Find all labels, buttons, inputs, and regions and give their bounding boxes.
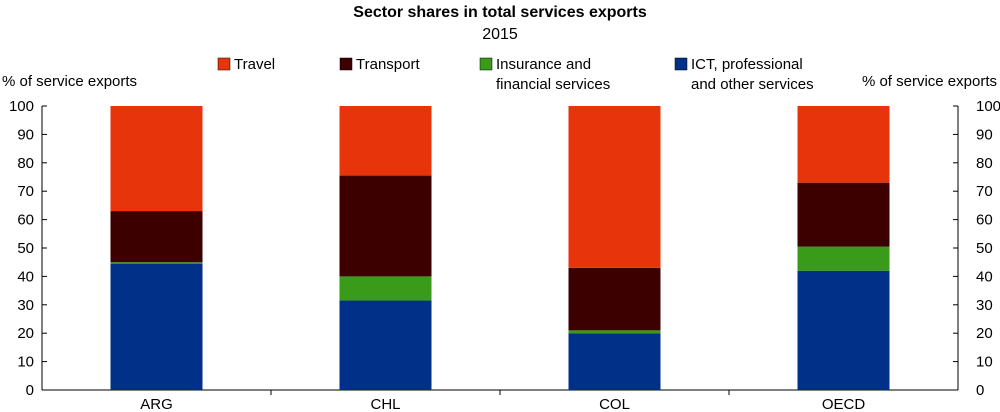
chart-subtitle: 2015 <box>482 26 518 43</box>
bar-segment <box>110 262 203 264</box>
legend-label-line: Insurance and <box>496 56 591 73</box>
y-tick-label-right: 50 <box>976 240 993 257</box>
legend-swatch <box>479 57 493 71</box>
y-tick-label-left: 70 <box>17 183 34 200</box>
plot-area: 0 0 10 10 20 20 30 30 40 40 50 50 60 60 70 70 80 80 90 90 10… <box>9 98 1000 412</box>
y-tick-label-right: 0 <box>976 382 984 399</box>
legend-item: Transport <box>339 56 420 73</box>
y-tick-label-right: 90 <box>976 126 993 143</box>
y-tick-label-left: 30 <box>17 297 34 314</box>
x-tick-label: COL <box>599 396 630 412</box>
bar-segment <box>797 106 890 183</box>
y-tick-label-right: 30 <box>976 297 993 314</box>
bar-segment <box>568 333 661 390</box>
legend-label-line: Travel <box>234 56 275 73</box>
y-tick-label-right: 80 <box>976 155 993 172</box>
legend-label: ICT, professional and other services <box>691 56 814 93</box>
y-tick-label-left: 100 <box>9 98 34 115</box>
y-tick-label-right: 10 <box>976 354 993 371</box>
y-tick-label-right: 20 <box>976 325 993 342</box>
bar-segment <box>797 182 890 247</box>
x-tick-label: ARG <box>140 396 173 412</box>
chart-title: Sector shares in total services exports <box>353 4 647 21</box>
y-tick-label-left: 20 <box>17 325 34 342</box>
legend-swatch <box>217 57 231 71</box>
legend-label: Travel <box>234 56 275 73</box>
y-tick-label-left: 60 <box>17 212 34 229</box>
x-tick-label: OECD <box>822 396 866 412</box>
y-axis-label-left: % of service exports <box>2 73 137 90</box>
bar-segment <box>797 246 890 271</box>
legend-label-line: Transport <box>356 56 420 73</box>
bar-segment <box>339 276 432 301</box>
y-tick-label-left: 10 <box>17 354 34 371</box>
y-tick-label-left: 80 <box>17 155 34 172</box>
x-tick-label: CHL <box>370 396 400 412</box>
bar-segment <box>568 106 661 268</box>
y-tick-label-left: 40 <box>17 268 34 285</box>
bar-segment <box>339 106 432 176</box>
legend-label: Insurance and financial services <box>496 56 610 93</box>
legend-label-line: financial services <box>496 76 610 93</box>
bar-segment <box>797 270 890 390</box>
y-tick-label-left: 0 <box>26 382 34 399</box>
legend-swatch <box>674 57 688 71</box>
y-tick-label-right: 40 <box>976 268 993 285</box>
bar-segment <box>568 267 661 331</box>
bar-segment <box>110 211 203 263</box>
legend-item: Insurance and financial services <box>479 56 610 93</box>
y-tick-label-left: 90 <box>17 126 34 143</box>
legend: Travel Transport Insurance and financial se… <box>217 56 814 93</box>
y-tick-label-left: 50 <box>17 240 34 257</box>
y-tick-label-right: 60 <box>976 212 993 229</box>
bar-segment <box>339 300 432 390</box>
bar-segment <box>339 175 432 277</box>
bar-segment <box>568 330 661 334</box>
legend-label-line: ICT, professional <box>691 56 803 73</box>
y-tick-label-right: 70 <box>976 183 993 200</box>
y-tick-label-right: 100 <box>976 98 1000 115</box>
bar-segment <box>110 263 203 390</box>
legend-label: Transport <box>356 56 420 73</box>
y-axis-label-right: % of service exports <box>862 73 997 90</box>
legend-item: ICT, professional and other services <box>674 56 814 93</box>
legend-swatch <box>339 57 353 71</box>
legend-item: Travel <box>217 56 275 73</box>
legend-label-line: and other services <box>691 76 814 93</box>
bar-segment <box>110 106 203 212</box>
